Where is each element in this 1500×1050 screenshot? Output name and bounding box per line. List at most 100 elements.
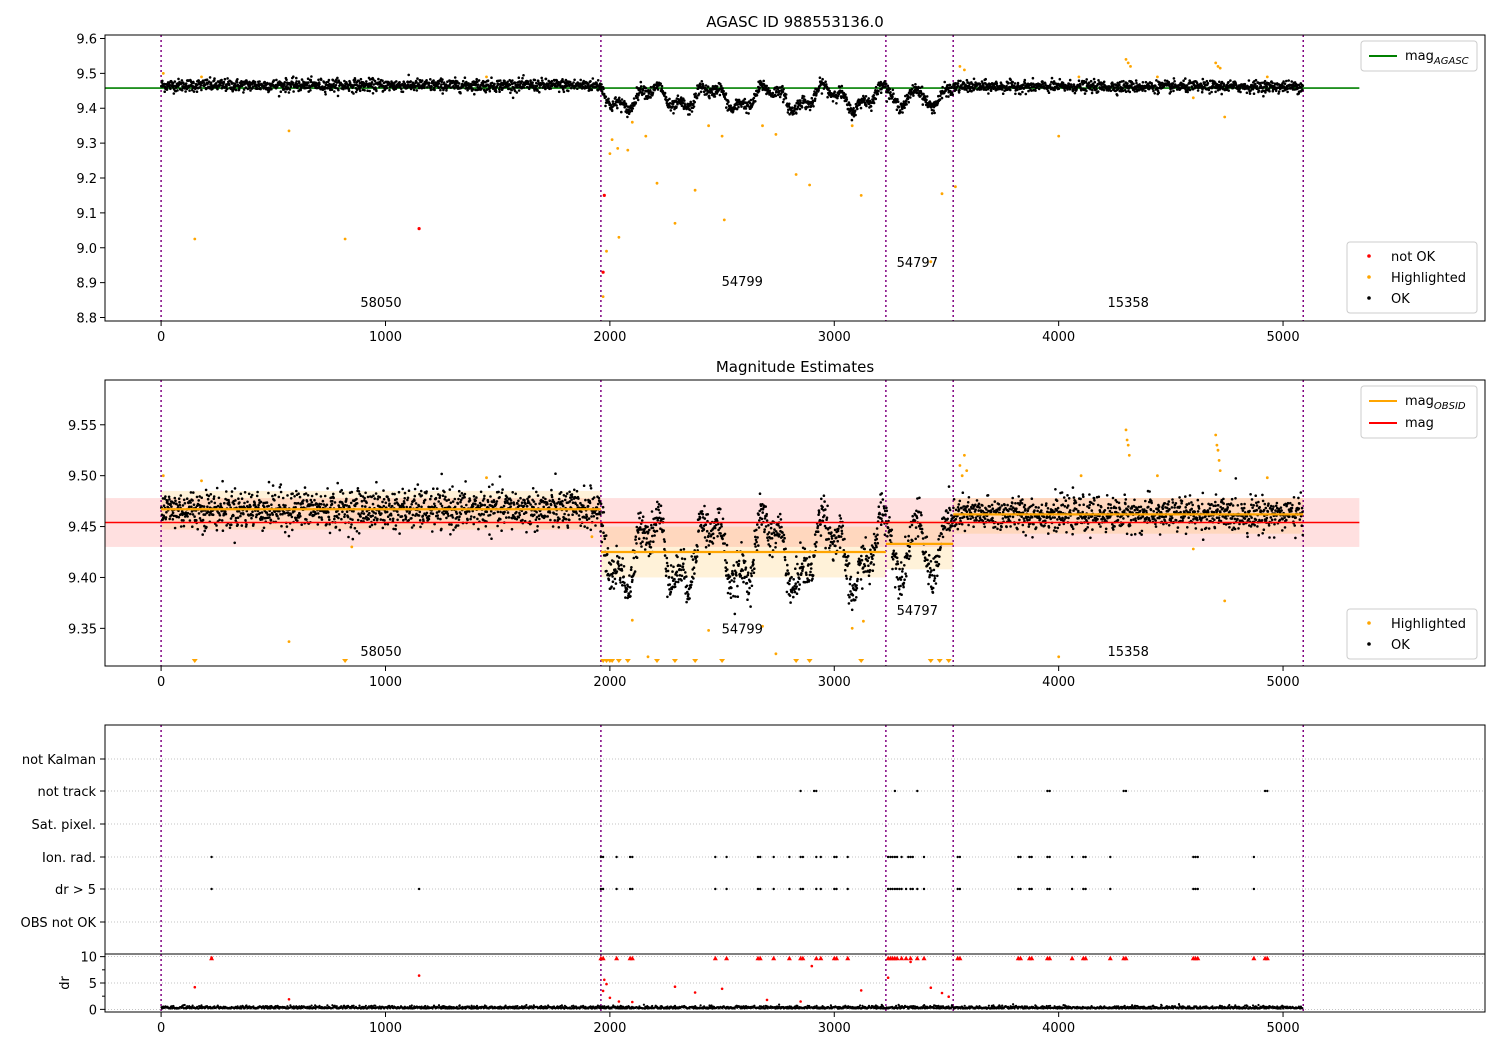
ok-point	[372, 78, 375, 81]
ok-point	[311, 503, 315, 507]
ok-point	[824, 80, 827, 83]
ok-point	[354, 90, 358, 94]
ok-point	[284, 90, 287, 94]
ok-point	[327, 78, 331, 82]
ok-point	[446, 80, 449, 83]
ok-point	[309, 80, 313, 84]
ok-point	[350, 490, 354, 494]
ok-point	[554, 505, 558, 509]
ok-point	[300, 78, 304, 81]
ok-point	[615, 104, 618, 107]
ok-point	[242, 512, 245, 516]
ok-point	[848, 103, 852, 107]
ok-point	[188, 89, 191, 92]
ok-point	[226, 87, 229, 91]
panel-title-agasc: AGASC ID 988553136.0	[706, 13, 884, 31]
ok-point	[636, 98, 640, 102]
ok-point	[602, 87, 605, 91]
ok-point	[707, 94, 711, 98]
ok-point	[368, 511, 371, 515]
ok-point	[182, 524, 186, 528]
y-tick-label: 8.9	[76, 277, 97, 292]
ok-point	[189, 491, 193, 494]
ok-point	[865, 104, 868, 108]
ok-point	[401, 90, 405, 94]
ok-point	[611, 100, 615, 103]
ok-point	[1167, 80, 1171, 84]
ok-point	[403, 497, 407, 500]
ok-point	[486, 500, 490, 504]
ok-point	[220, 519, 224, 522]
ok-point	[224, 89, 228, 92]
ok-point	[450, 513, 454, 517]
ok-point	[744, 107, 748, 110]
ok-point	[651, 526, 655, 530]
ok-point	[582, 79, 585, 83]
ok-point	[423, 498, 427, 502]
ok-point	[509, 91, 512, 95]
highlighted-point	[774, 133, 778, 136]
ok-point	[298, 81, 301, 85]
ok-point	[394, 527, 397, 531]
ok-point	[644, 86, 648, 90]
ok-point	[229, 86, 233, 89]
ok-point	[182, 519, 185, 522]
ok-point	[197, 512, 201, 515]
ok-point	[323, 85, 327, 89]
ok-point	[1252, 92, 1256, 95]
ok-point	[737, 105, 740, 109]
ok-point	[533, 78, 537, 82]
ok-point	[706, 85, 710, 88]
ok-point	[602, 511, 606, 514]
ok-point	[439, 517, 442, 521]
ok-point	[1057, 87, 1061, 90]
ok-point	[569, 80, 572, 84]
ok-point	[172, 92, 176, 95]
ok-point	[869, 105, 873, 108]
ok-point	[298, 495, 302, 499]
ok-point	[374, 512, 378, 515]
ok-point	[1153, 92, 1156, 95]
ok-point	[360, 499, 364, 503]
ok-point	[697, 92, 701, 95]
ok-point	[554, 472, 557, 476]
ok-point	[616, 106, 619, 110]
ok-point	[419, 525, 422, 529]
ok-point	[459, 91, 462, 95]
ok-point	[169, 502, 172, 506]
ok-point	[458, 515, 461, 518]
ok-point	[332, 492, 335, 496]
ok-point	[563, 498, 567, 502]
ok-point	[694, 92, 697, 95]
ok-point	[440, 83, 443, 86]
ok-point	[480, 87, 483, 91]
ok-point	[1066, 88, 1069, 91]
ok-point	[409, 80, 413, 83]
ok-point	[498, 88, 501, 91]
ok-point	[268, 516, 271, 519]
highlighted-point	[1265, 75, 1269, 79]
ok-point	[398, 532, 401, 535]
ok-point	[402, 518, 405, 522]
ok-point	[289, 512, 293, 516]
ok-point	[1285, 79, 1288, 83]
ok-point	[203, 83, 207, 87]
ok-point	[565, 84, 569, 88]
ok-point	[475, 77, 479, 81]
ok-point	[553, 519, 557, 522]
ok-point	[914, 83, 917, 86]
ok-point	[459, 512, 463, 516]
ok-point	[383, 519, 386, 522]
ok-point	[298, 512, 302, 516]
ok-point	[1274, 89, 1278, 93]
ok-point	[907, 100, 910, 104]
ok-point	[365, 501, 368, 505]
ok-point	[721, 87, 724, 90]
ok-point	[173, 526, 177, 530]
ok-point	[813, 97, 817, 101]
ok-point	[636, 96, 639, 99]
ok-point	[482, 497, 486, 500]
ok-point	[500, 86, 503, 89]
ok-point	[259, 87, 262, 91]
ok-point	[486, 79, 490, 82]
